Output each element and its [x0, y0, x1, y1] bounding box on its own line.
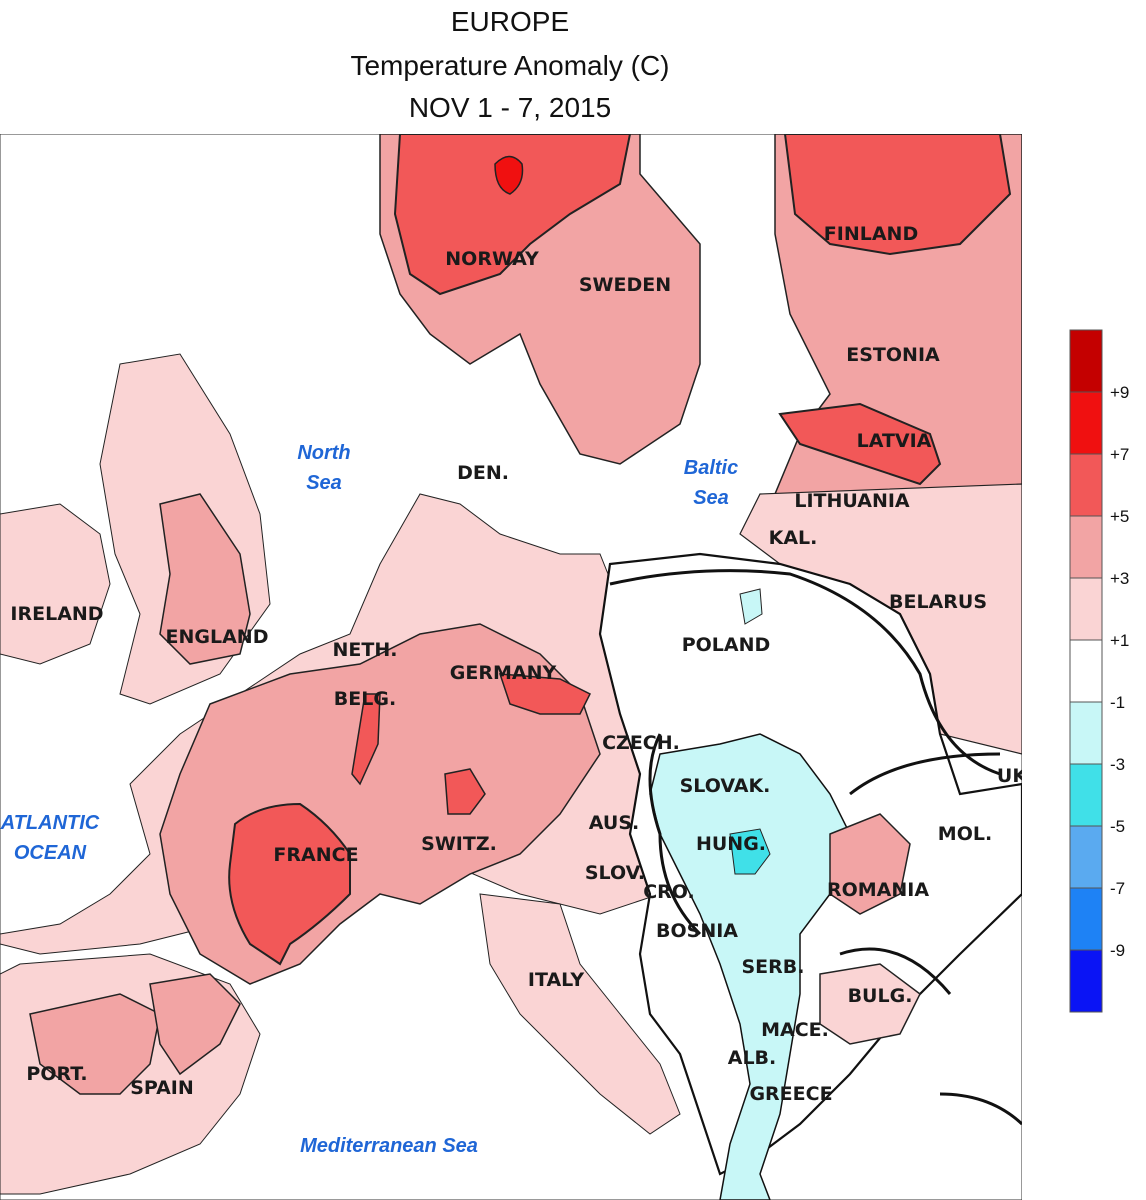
region-romania-warm — [829, 813, 911, 915]
label-kal: KAL. — [769, 527, 818, 549]
legend-bin-10 — [1069, 949, 1103, 1013]
legend-bin-4 — [1069, 577, 1103, 641]
region-switz-warm — [444, 768, 486, 815]
label-bosnia: BOSNIA — [656, 920, 738, 942]
label-serb: SERB. — [742, 956, 805, 978]
label-norway: NORWAY — [445, 248, 539, 270]
legend-bin-3 — [1069, 515, 1103, 579]
legend-label-7: -5 — [1110, 817, 1125, 836]
label-bulg: BULG. — [848, 985, 913, 1007]
label-slovak: SLOVAK. — [680, 775, 771, 797]
label-north-sea-1: North — [297, 442, 350, 464]
label-mace: MACE. — [761, 1019, 829, 1041]
legend-label-5: -1 — [1110, 693, 1125, 712]
label-greece: GREECE — [749, 1083, 832, 1105]
legend-label-2: +5 — [1110, 507, 1129, 526]
legend-bin-9 — [1069, 887, 1103, 951]
map-date-range: NOV 1 - 7, 2015 — [408, 92, 612, 123]
region-spain-warm — [149, 973, 241, 1076]
label-mediterranean: Mediterranean Sea — [300, 1135, 478, 1157]
region-norway-hot — [494, 155, 524, 195]
label-atlantic-2: OCEAN — [14, 842, 87, 864]
label-baltic-sea-2: Sea — [693, 487, 729, 509]
label-germany: GERMANY — [450, 662, 557, 684]
legend-label-8: -7 — [1110, 879, 1125, 898]
region-germany-warm — [498, 673, 592, 715]
legend-bin-7 — [1069, 763, 1103, 827]
region-iberia-warm — [29, 993, 161, 1095]
legend-label-3: +3 — [1110, 569, 1129, 588]
label-uk-short: UK — [997, 765, 1022, 787]
label-baltic-sea-1: Baltic — [684, 457, 738, 479]
label-slov: SLOV. — [585, 862, 645, 884]
region-ireland — [0, 503, 111, 665]
label-lithuania: LITHUANIA — [794, 490, 910, 512]
label-czech: CZECH. — [602, 732, 680, 754]
region-finland-warm — [783, 134, 1012, 256]
anomaly-map: NORWAY SWEDEN FINLAND ESTONIA LATVIA LIT… — [0, 134, 1022, 1200]
label-italy: ITALY — [528, 969, 584, 991]
label-finland: FINLAND — [824, 223, 918, 245]
label-latvia: LATVIA — [857, 430, 932, 452]
label-hung: HUNG. — [696, 833, 766, 855]
region-norway-warm — [393, 134, 632, 296]
region-poland-cold — [739, 588, 763, 625]
label-belarus: BELARUS — [889, 591, 987, 613]
legend-bin-6 — [1069, 701, 1103, 765]
legend-bin-8 — [1069, 825, 1103, 889]
label-belg: BELG. — [334, 688, 396, 710]
legend-label-6: -3 — [1110, 755, 1125, 774]
label-ireland: IRELAND — [10, 603, 103, 625]
zero-contour — [609, 569, 1001, 936]
label-aus: AUS. — [589, 812, 639, 834]
region-france-warm — [228, 802, 351, 966]
label-france: FRANCE — [273, 844, 358, 866]
region-hungary-colder — [729, 828, 771, 875]
label-estonia: ESTONIA — [846, 344, 940, 366]
map-title: EUROPE — [450, 6, 570, 37]
legend-label-9: -9 — [1110, 941, 1125, 960]
label-mol: MOL. — [938, 823, 992, 845]
region-england-warm — [159, 493, 251, 665]
color-legend: +9 +7 +5 +3 +1 -1 -3 -5 -7 -9 — [1069, 329, 1129, 1013]
region-bulgaria-warm — [819, 963, 921, 1045]
label-poland: POLAND — [682, 634, 771, 656]
region-italy — [479, 893, 681, 1135]
label-neth: NETH. — [333, 639, 398, 661]
label-north-sea-2: Sea — [306, 472, 342, 494]
legend-bin-1 — [1069, 391, 1103, 455]
region-belg-warm — [351, 693, 381, 786]
label-port: PORT. — [26, 1063, 87, 1085]
region-latvia-warm — [778, 402, 942, 486]
legend-label-4: +1 — [1110, 631, 1129, 650]
map-subtitle: Temperature Anomaly (C) — [350, 50, 670, 81]
region-hungary-cold — [649, 733, 851, 1200]
label-atlantic-1: ATLANTIC — [0, 812, 100, 834]
legend-label-0: +9 — [1110, 383, 1129, 402]
zero-contour-east — [839, 752, 1022, 1126]
label-spain: SPAIN — [130, 1077, 194, 1099]
label-romania: ROMANIA — [827, 879, 929, 901]
label-switz: SWITZ. — [421, 833, 497, 855]
legend-bin-5 — [1069, 639, 1103, 703]
label-alb: ALB. — [728, 1047, 777, 1069]
legend-label-1: +7 — [1110, 445, 1129, 464]
legend-bin-2 — [1069, 453, 1103, 517]
label-england: ENGLAND — [166, 626, 269, 648]
legend-bin-0 — [1069, 329, 1103, 393]
label-sweden: SWEDEN — [579, 274, 671, 296]
label-cro: CRO. — [643, 881, 695, 903]
label-den: DEN. — [457, 462, 509, 484]
